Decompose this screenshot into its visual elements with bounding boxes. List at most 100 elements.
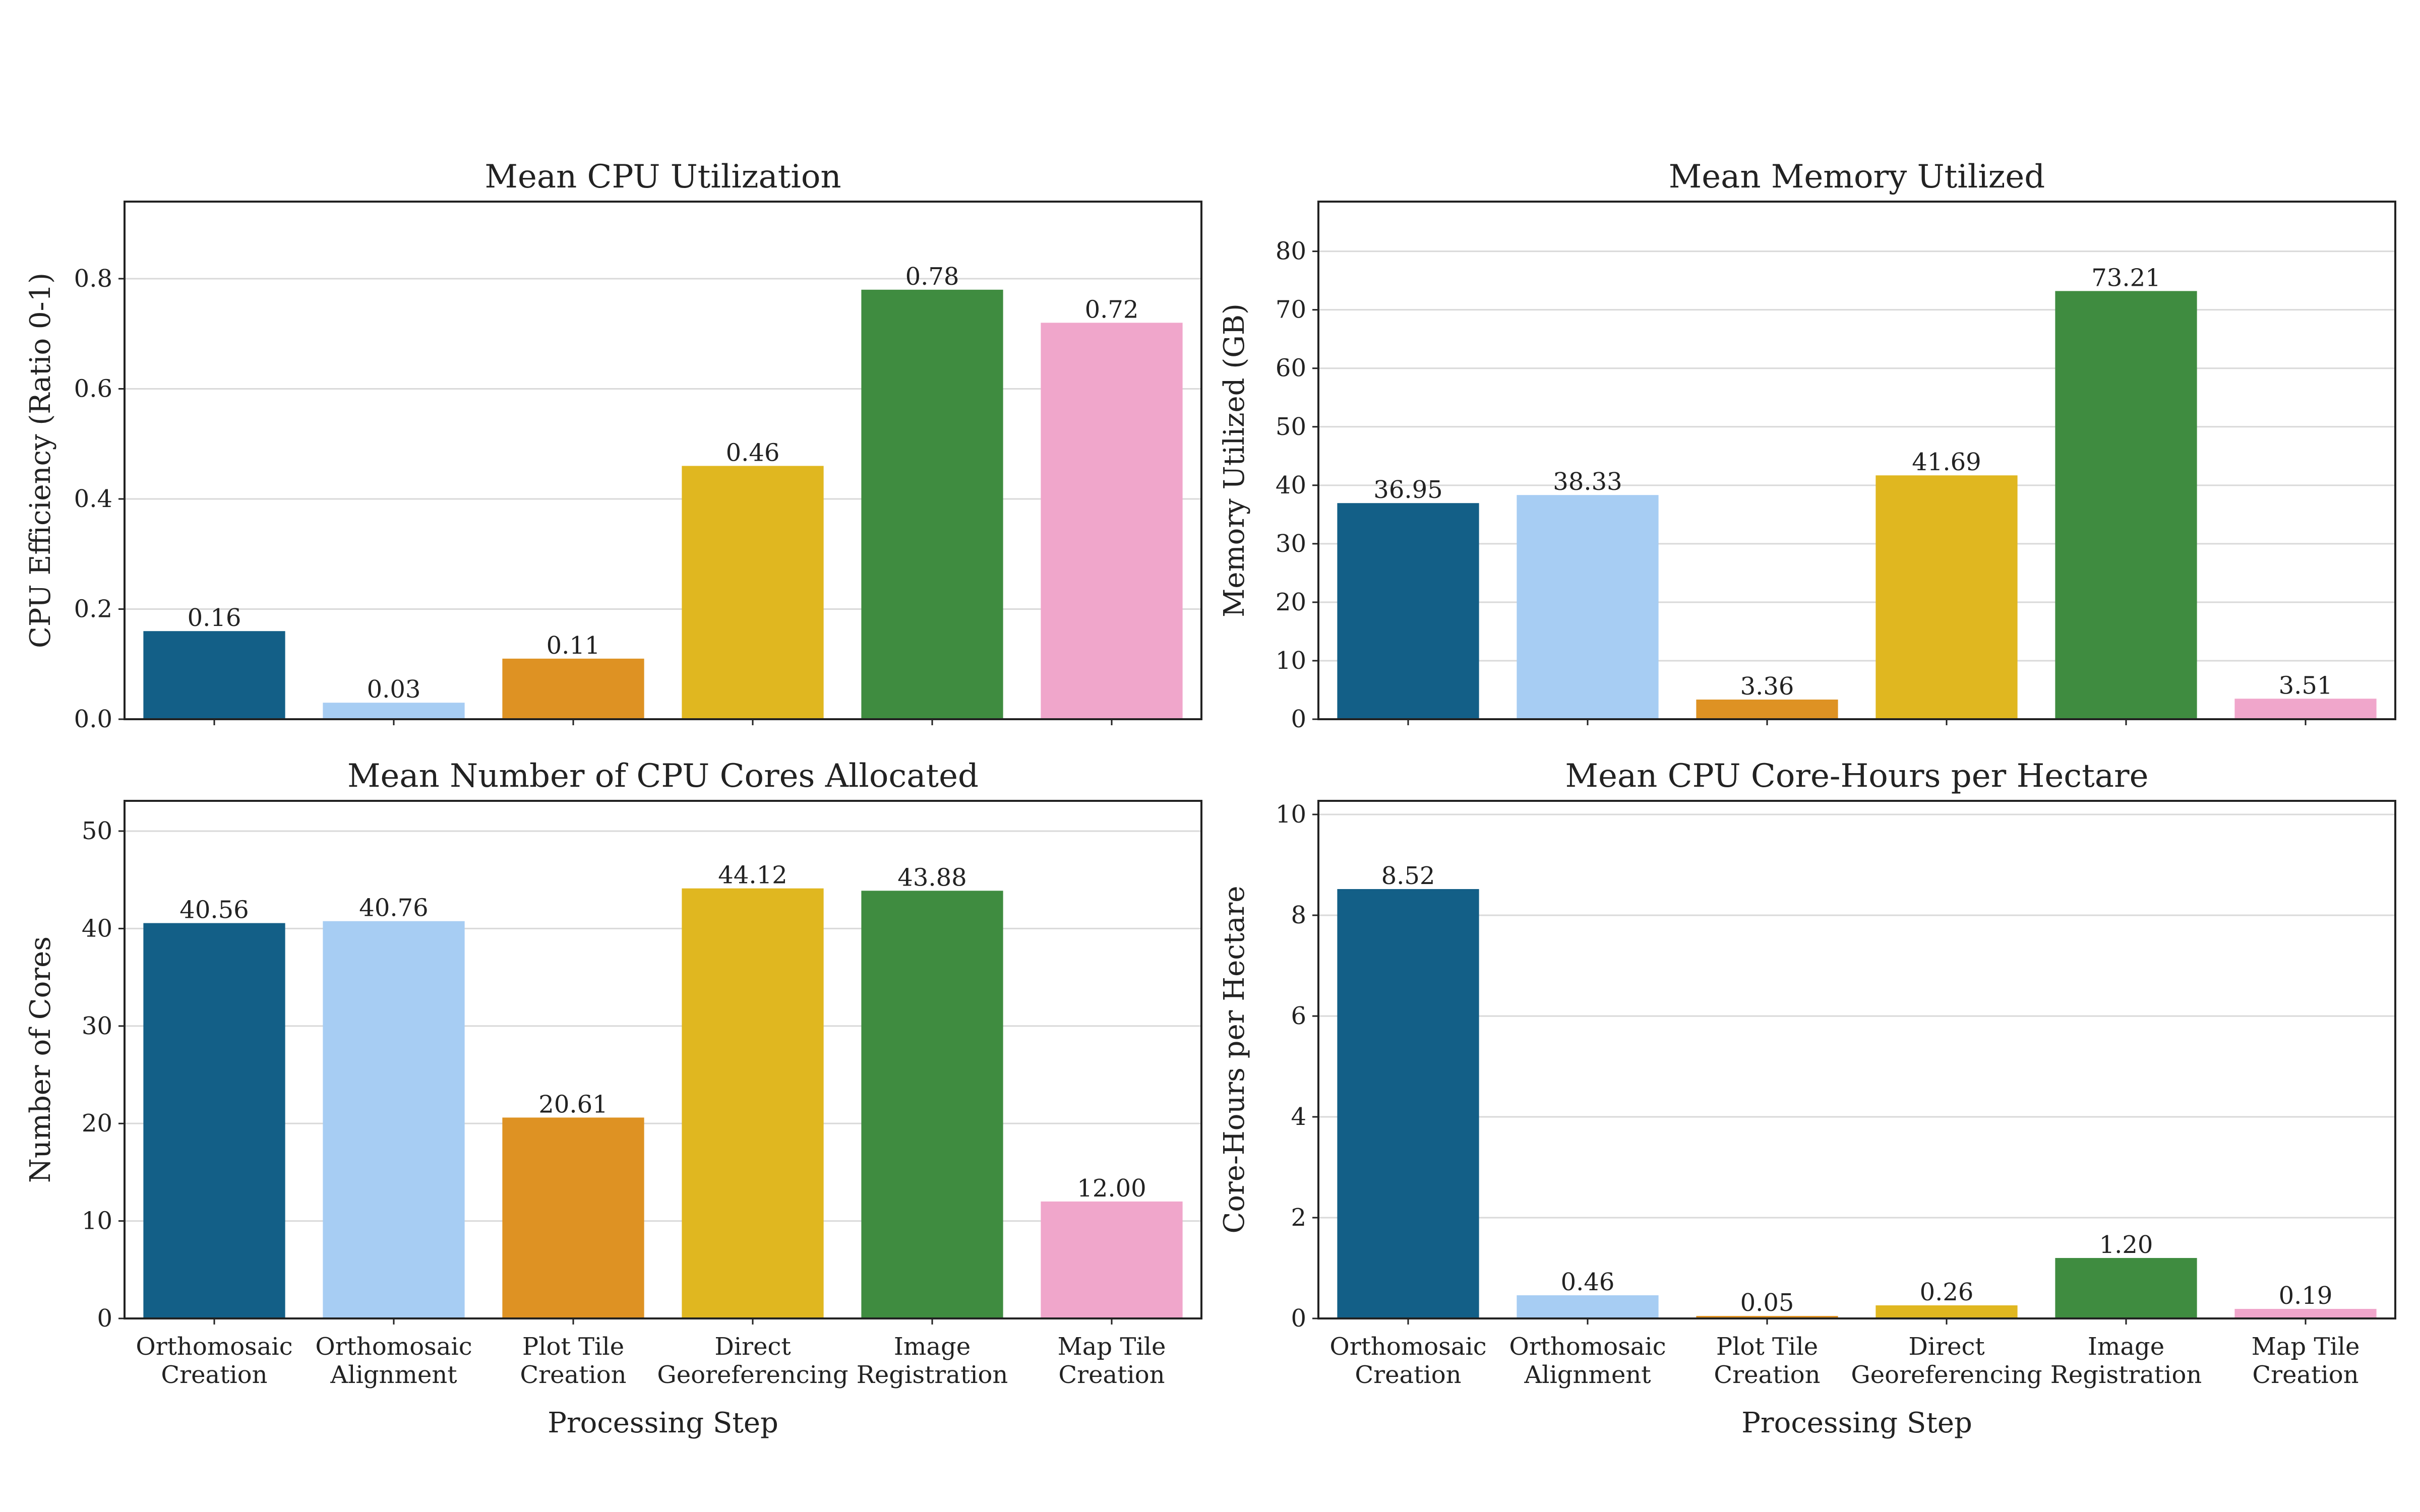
data-label: 0.26: [1920, 1278, 1974, 1306]
bar-orthomosaic-creation: [1337, 503, 1479, 719]
data-label: 8.52: [1381, 862, 1435, 890]
chart-title: Mean Number of CPU Cores Allocated: [347, 758, 979, 795]
bar-plot-tile-creation: [502, 1117, 644, 1318]
data-label: 0.11: [547, 632, 600, 660]
bar-direct-georeferencing: [1876, 1305, 2018, 1318]
y-tick-label: 0.8: [74, 265, 112, 293]
bar-orthomosaic-alignment: [323, 703, 465, 719]
bar-orthomosaic-creation: [143, 631, 285, 719]
y-tick-label: 10: [1276, 647, 1306, 675]
y-tick-label: 2: [1291, 1204, 1306, 1232]
data-label: 0.19: [2279, 1282, 2333, 1310]
y-tick-label: 20: [82, 1109, 112, 1138]
data-label: 20.61: [538, 1090, 608, 1118]
bar-orthomosaic-alignment: [323, 921, 465, 1318]
y-axis-label: Core-Hours per Hectare: [1218, 886, 1251, 1233]
data-label: 0.78: [905, 263, 959, 291]
bar-direct-georeferencing: [682, 466, 824, 719]
y-tick-label: 0.4: [74, 485, 112, 513]
data-label: 0.46: [1561, 1268, 1615, 1296]
y-tick-label: 10: [82, 1207, 112, 1235]
data-label: 0.16: [188, 604, 241, 632]
plot-frame: [1317, 800, 2396, 1319]
bar-image-registration: [861, 289, 1003, 719]
x-tick-label-orthomosaic-alignment: Orthomosaic Alignment: [315, 1333, 472, 1389]
bar-plot-tile-creation: [1696, 700, 1838, 719]
y-tick-label: 40: [82, 914, 112, 942]
bar-map-tile-creation: [1041, 323, 1183, 719]
x-tick-label-image-registration: Image Registration: [2050, 1333, 2202, 1389]
plot-frame: [124, 800, 1202, 1319]
plot-frame: [124, 201, 1202, 720]
y-tick-label: 80: [1276, 237, 1306, 266]
y-tick-label: 0.6: [74, 374, 112, 403]
data-label: 0.72: [1085, 295, 1139, 324]
y-tick-label: 0: [97, 1304, 112, 1333]
data-label: 40.76: [359, 894, 428, 922]
data-label: 0.05: [1740, 1289, 1794, 1317]
x-axis-label: Processing Step: [548, 1407, 778, 1439]
y-tick-label: 0.0: [74, 705, 112, 733]
y-axis-label: Memory Utilized (GB): [1218, 303, 1251, 617]
bar-map-tile-creation: [2234, 699, 2377, 719]
data-label: 36.95: [1373, 476, 1442, 504]
bar-image-registration: [861, 891, 1003, 1318]
y-tick-label: 30: [82, 1012, 112, 1040]
data-label: 44.12: [718, 861, 787, 890]
y-tick-label: 60: [1276, 354, 1306, 383]
y-tick-label: 10: [1276, 800, 1306, 829]
bar-direct-georeferencing: [1876, 475, 2018, 719]
data-label: 0.46: [726, 438, 780, 467]
y-tick-label: 20: [1276, 588, 1306, 616]
data-label: 40.56: [179, 896, 249, 924]
bar-orthomosaic-alignment: [1517, 495, 1659, 719]
data-label: 0.03: [367, 675, 421, 704]
y-axis-label: CPU Efficiency (Ratio 0-1): [24, 273, 57, 648]
plot-frame: [1317, 201, 2396, 720]
x-tick-label-map-tile-creation: Map Tile Creation: [1058, 1333, 1166, 1389]
y-tick-label: 8: [1291, 901, 1306, 929]
x-tick-label-orthomosaic-creation: Orthomosaic Creation: [1329, 1333, 1486, 1389]
y-tick-label: 4: [1291, 1103, 1306, 1131]
x-axis-label: Processing Step: [1741, 1407, 1972, 1439]
data-label: 43.88: [897, 863, 966, 892]
bar-orthomosaic-creation: [143, 923, 285, 1318]
bar-image-registration: [2055, 291, 2197, 719]
bar-image-registration: [2055, 1258, 2197, 1318]
x-tick-label-plot-tile-creation: Plot Tile Creation: [1714, 1333, 1820, 1389]
bar-map-tile-creation: [1041, 1201, 1183, 1318]
chart-title: Mean CPU Core-Hours per Hectare: [1565, 758, 2149, 795]
x-tick-label-orthomosaic-alignment: Orthomosaic Alignment: [1509, 1333, 1666, 1389]
chart-panel-mean-cpu-core-hours-per-hectare: 8.52 0.46 0.05 0.26 1.20 0.19 0 2 4 6 8 10 Orthomosa…: [1218, 758, 2396, 1439]
y-axis-label: Number of Cores: [24, 936, 57, 1183]
y-tick-label: 30: [1276, 530, 1306, 558]
data-label: 41.69: [1912, 448, 1981, 476]
y-tick-label: 70: [1276, 296, 1306, 324]
y-tick-label: 50: [82, 817, 112, 845]
y-tick-label: 50: [1276, 413, 1306, 441]
data-label: 3.51: [2279, 671, 2333, 700]
bar-direct-georeferencing: [682, 888, 824, 1318]
chart-panel-mean-memory-utilized: 36.95 38.33 3.36 41.69 73.21 3.51 0 10 20 30 40 50 6…: [1218, 158, 2396, 733]
data-label: 38.33: [1553, 468, 1622, 496]
data-label: 1.20: [2099, 1231, 2153, 1259]
chart-title: Mean CPU Utilization: [485, 158, 841, 196]
bar-orthomosaic-alignment: [1517, 1295, 1659, 1318]
x-tick-label-map-tile-creation: Map Tile Creation: [2252, 1333, 2360, 1389]
y-tick-label: 0: [1291, 705, 1306, 733]
data-label: 73.21: [2091, 264, 2160, 292]
bar-plot-tile-creation: [502, 658, 644, 719]
x-tick-label-orthomosaic-creation: Orthomosaic Creation: [136, 1333, 292, 1389]
chart-panel-mean-number-of-cpu-cores-allocated: 40.56 40.76 20.61 44.12 43.88 12.00 0 10 20 30 40 5…: [24, 758, 1202, 1439]
x-tick-label-image-registration: Image Registration: [857, 1333, 1008, 1389]
bar-map-tile-creation: [2234, 1309, 2377, 1318]
x-tick-label-plot-tile-creation: Plot Tile Creation: [520, 1333, 626, 1389]
y-tick-label: 40: [1276, 471, 1306, 499]
y-tick-label: 0.2: [74, 595, 112, 623]
chart-panel-mean-cpu-utilization: 0.16 0.03 0.11 0.46 0.78 0.72 0.0 0.2 0.4 0.6 0.8 M…: [24, 158, 1202, 733]
bar-orthomosaic-creation: [1337, 889, 1479, 1318]
chart-title: Mean Memory Utilized: [1669, 158, 2045, 196]
y-tick-label: 6: [1291, 1002, 1306, 1030]
x-tick-label-direct-georeferencing: Direct Georeferencing: [657, 1333, 848, 1389]
